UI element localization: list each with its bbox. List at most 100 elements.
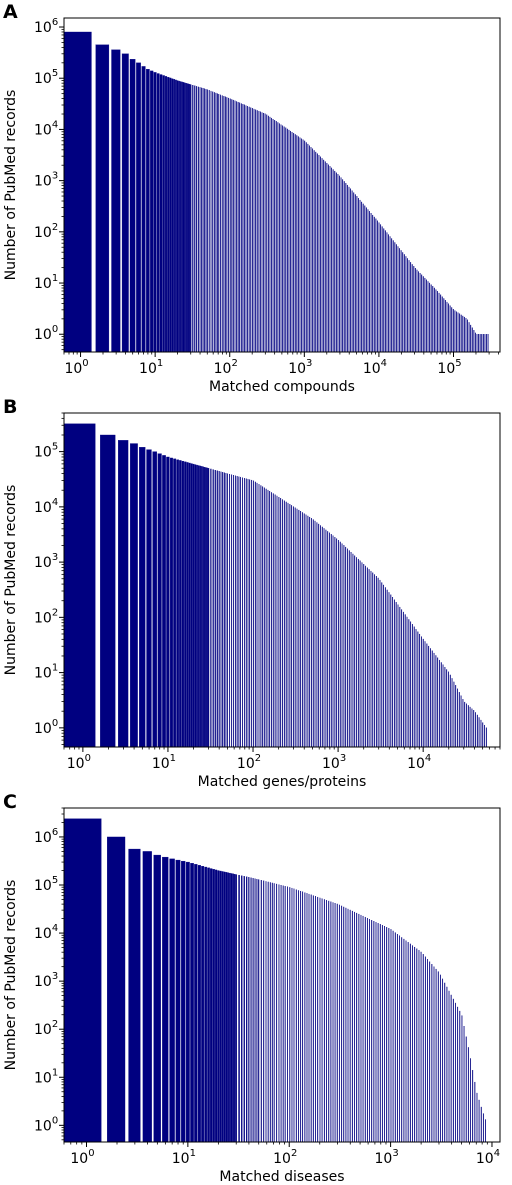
bar (240, 476, 241, 748)
bar (150, 70, 154, 353)
bar (100, 434, 116, 748)
bar (269, 491, 271, 748)
bar (250, 877, 252, 1143)
bar (294, 134, 296, 353)
bar (223, 96, 225, 353)
bar (332, 902, 334, 1143)
bar (231, 99, 233, 353)
bar (327, 531, 329, 748)
bar (241, 875, 243, 1143)
bar (214, 470, 216, 748)
bar (208, 90, 210, 353)
bar (314, 520, 316, 748)
bar (429, 961, 431, 1143)
bar (335, 172, 337, 353)
bar (339, 175, 340, 353)
bar (272, 493, 274, 748)
bar (233, 475, 235, 748)
y-tick-label: 103 (34, 171, 58, 190)
bar (448, 990, 450, 1143)
bar (426, 643, 428, 748)
bar (300, 890, 302, 1143)
bar (415, 629, 417, 748)
bar (199, 465, 202, 748)
bar (318, 523, 320, 748)
bar (204, 866, 208, 1143)
x-tick-label: 102 (214, 358, 238, 377)
bar (225, 872, 228, 1143)
bar (451, 307, 453, 353)
bar (474, 1081, 476, 1143)
bar (401, 937, 403, 1143)
bar (437, 657, 439, 748)
bar (223, 871, 226, 1143)
bar (348, 186, 350, 353)
bar (471, 327, 473, 353)
bar (343, 545, 345, 748)
bar (328, 900, 330, 1143)
bar (205, 89, 207, 353)
y-axis-label: Number of PubMed records (3, 880, 19, 1071)
bar (435, 289, 437, 353)
bar (187, 83, 190, 353)
x-tick-label: 102 (237, 753, 261, 772)
bar (440, 294, 442, 353)
bar (307, 143, 309, 353)
bar (128, 848, 141, 1143)
bar (258, 879, 260, 1143)
bar (411, 264, 413, 353)
bar (313, 150, 315, 353)
bar (240, 103, 242, 353)
bar (323, 899, 325, 1143)
bar (329, 532, 330, 748)
bar (356, 557, 357, 748)
bar (371, 920, 373, 1143)
x-tick-label: 101 (172, 1148, 196, 1167)
bar (194, 85, 196, 353)
x-tick-label: 100 (64, 358, 88, 377)
bar (467, 705, 469, 748)
bar (375, 922, 377, 1143)
bar (136, 62, 141, 353)
bar (232, 873, 234, 1143)
y-tick-label: 102 (34, 222, 58, 241)
bar (280, 884, 282, 1143)
bar (366, 567, 368, 748)
bar (218, 471, 220, 748)
bar (323, 528, 325, 748)
x-tick-label: 104 (407, 753, 431, 772)
bar (460, 695, 462, 748)
bar (179, 81, 182, 353)
bar (283, 126, 285, 353)
bar (311, 518, 312, 748)
bar (473, 710, 475, 748)
bar (478, 1099, 480, 1143)
bar (340, 177, 342, 353)
bar (408, 619, 410, 748)
bar (315, 896, 317, 1143)
bar (248, 877, 250, 1143)
bar (186, 83, 188, 353)
bar (468, 322, 470, 353)
bar (162, 75, 165, 353)
bar (264, 113, 266, 353)
bar (220, 94, 221, 353)
y-tick-label: 106 (34, 17, 58, 36)
bar (381, 582, 383, 748)
bar (485, 727, 487, 748)
bar (452, 998, 454, 1143)
chart-panel-b: B 100 101 102 103 104 100 101 102 103 104 105 Matche… (0, 395, 512, 790)
bar (409, 943, 411, 1143)
bar (420, 951, 422, 1143)
bar (212, 469, 214, 748)
bar (291, 887, 293, 1143)
bar (373, 216, 375, 353)
bar (452, 309, 454, 353)
bar (425, 279, 427, 353)
bar (263, 487, 265, 748)
bar (288, 129, 290, 353)
bar (291, 505, 293, 748)
bar (341, 543, 343, 748)
bar (190, 463, 193, 748)
bar (232, 99, 234, 353)
